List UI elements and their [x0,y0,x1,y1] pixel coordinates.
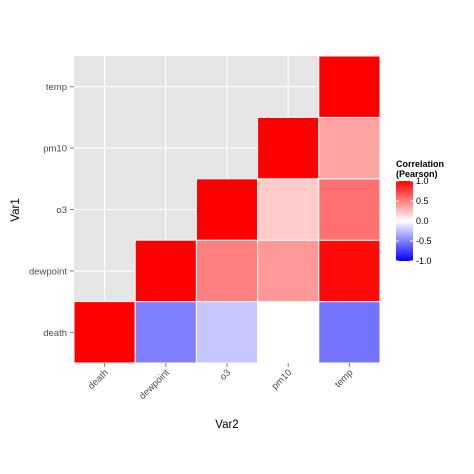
cell-death-temp [318,301,381,364]
cell-dewpoint-dewpoint [134,239,197,303]
x-tick-label-death: death [86,367,111,392]
y-tick-label-pm10: pm10 [43,144,67,155]
cell-o3-temp [318,178,381,241]
x-tick-label-o3: o3 [218,367,233,382]
cell-dewpoint-o3 [195,239,259,303]
x-axis-title: Var2 [215,419,238,431]
y-tick-label-dewpoint: dewpoint [29,266,67,277]
cell-death-death [73,301,136,364]
cell-pm10-temp [318,116,381,180]
legend-title-line-2: (Pearson) [396,169,438,179]
cell-pm10-pm10 [257,116,320,180]
legend-label-0: 1.0 [416,176,429,186]
cell-death-pm10 [257,301,320,364]
legend-colorbar [396,181,413,261]
y-tick-label-temp: temp [46,82,67,93]
x-tick-label-temp: temp [333,367,356,390]
y-tick-label-o3: o3 [56,205,67,216]
x-tick-label-dewpoint: dewpoint [137,367,172,402]
cell-death-dewpoint [134,301,197,364]
cell-temp-temp [318,55,381,118]
y-tick-label-death: death [43,328,67,339]
legend-label-1: 0.5 [416,196,429,206]
heatmap-cells [73,55,381,364]
legend-label-3: -0.5 [416,236,432,246]
cell-o3-pm10 [257,178,320,241]
cell-dewpoint-temp [318,239,381,303]
x-axis: death dewpoint o3 pm10 temp [86,363,356,402]
cell-death-o3 [195,301,259,364]
legend-title-line-1: Correlation [396,159,444,169]
cell-o3-o3 [195,178,259,241]
x-tick-label-pm10: pm10 [270,367,295,392]
y-axis-title: Var1 [10,198,22,221]
cell-dewpoint-pm10 [257,239,320,303]
color-legend: Correlation (Pearson) 1.0 0.5 0.0 -0.5 -1.0 [396,159,444,266]
legend-label-4: -1.0 [416,256,432,266]
y-axis: death dewpoint o3 pm10 temp [29,82,74,339]
legend-label-2: 0.0 [416,216,429,226]
